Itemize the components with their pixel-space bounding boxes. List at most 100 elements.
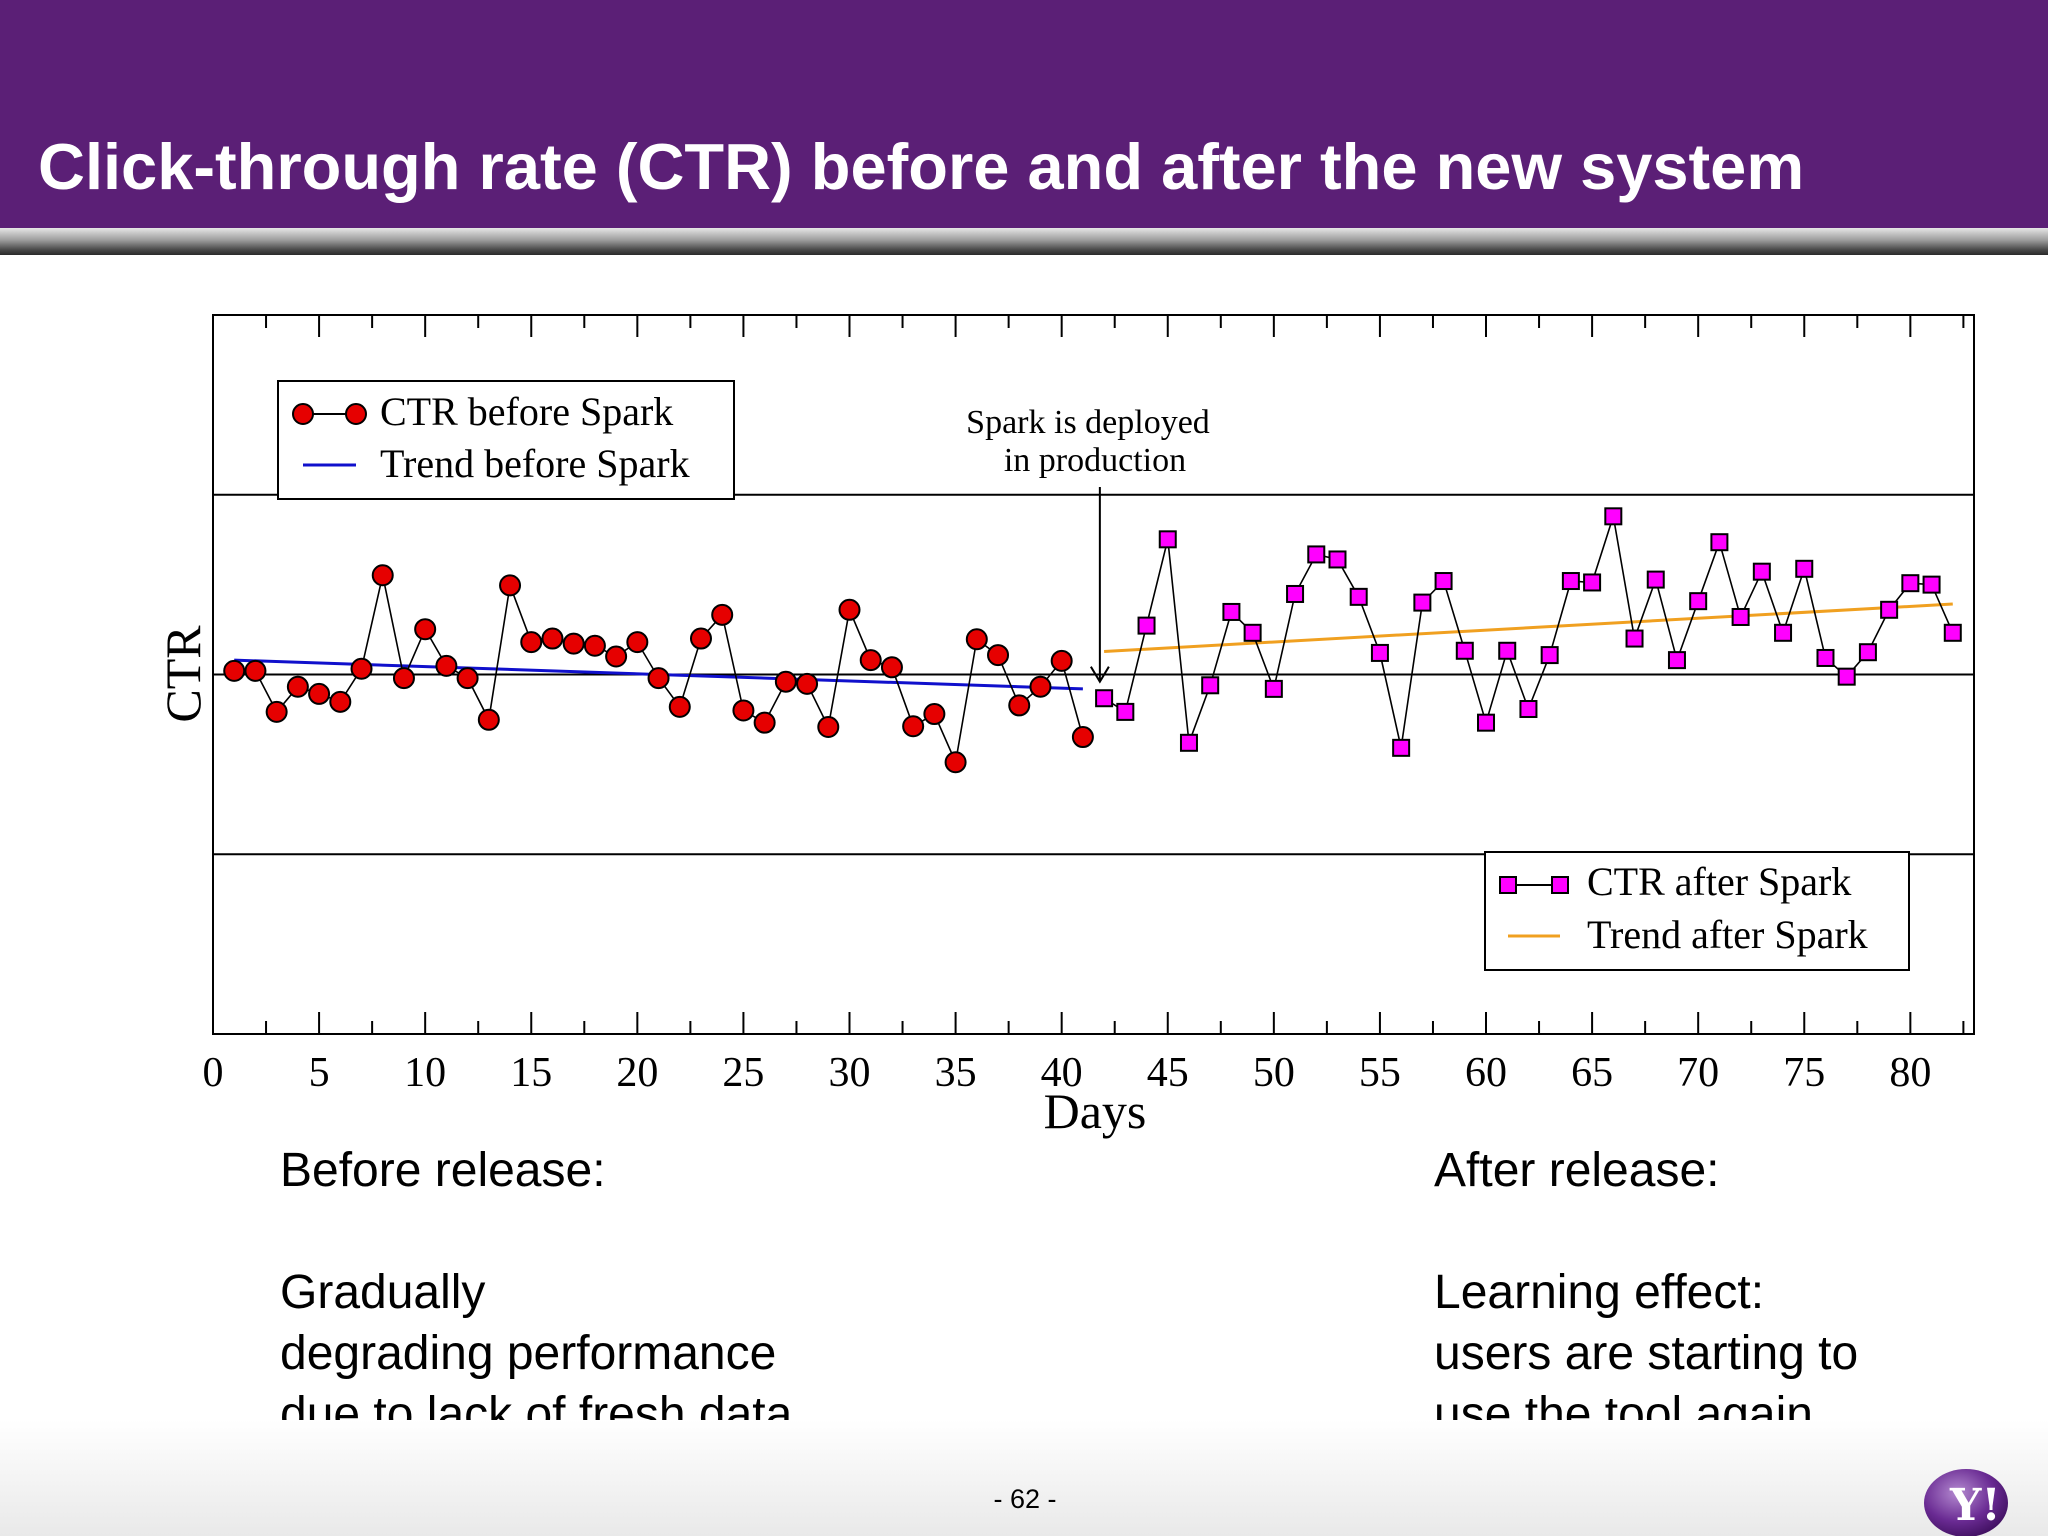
y-axis-label: CTR (155, 625, 211, 723)
ctr-after-spark-point-29 (1710, 533, 1729, 552)
ctr-chart: 0 5 10 15 20 25 30 35 40 45 50 55 60 65 70 75 80 Spark i… (155, 314, 1975, 1139)
ctr-before-spark-point-14 (520, 631, 543, 654)
ctr-after-spark-point-20 (1519, 700, 1538, 719)
ctr-after-spark-point-7 (1243, 623, 1262, 642)
x-tick-label: 15 (510, 1050, 552, 1096)
before-release-heading: Before release: (280, 1144, 606, 1197)
ctr-before-spark-point-10 (435, 654, 458, 677)
ctr-after-spark-point-10 (1307, 545, 1326, 564)
ctr-after-spark-point-26 (1646, 570, 1665, 589)
trend-after-spark-line (1104, 602, 1953, 653)
slide-footer (0, 1420, 2048, 1536)
ctr-before-spark-point-1 (244, 659, 267, 682)
plot-border (212, 314, 1975, 1035)
annotation-arrow-head (1090, 666, 1110, 684)
legend-before-label-trend: Trend before Spark (380, 441, 690, 486)
x-tick-label: 25 (722, 1050, 764, 1096)
after-release-heading: After release: (1434, 1144, 1720, 1197)
legend-before-label-ctr: CTR before Spark (380, 389, 673, 434)
ctr-before-spark-point-15 (541, 627, 564, 650)
ctr-after-spark-point-8 (1264, 679, 1283, 698)
legend-after-label-ctr: CTR after Spark (1587, 859, 1851, 904)
ctr-after-spark-point-23 (1583, 573, 1602, 592)
ctr-after-spark-point-5 (1201, 676, 1220, 695)
before-release-line-2: degrading performance (280, 1327, 777, 1380)
ctr-before-spark-point-36 (987, 644, 1010, 667)
x-tick-label: 30 (829, 1050, 871, 1096)
slide-title: Click-through rate (CTR) before and afte… (38, 130, 1805, 203)
legend-before: CTR before Spark Trend before Spark (277, 380, 735, 500)
x-tick-label: 75 (1783, 1050, 1825, 1096)
ctr-after-spark-point-18 (1477, 713, 1496, 732)
ctr-after-spark-point-21 (1540, 646, 1559, 665)
ctr-after-spark-point-35 (1837, 667, 1856, 686)
ctr-before-spark-point-5 (329, 690, 352, 713)
ctr-before-spark-point-2 (265, 700, 288, 723)
ctr-after-spark-point-38 (1901, 574, 1920, 593)
ctr-before-spark-point-32 (902, 715, 925, 738)
ctr-before-spark-point-25 (753, 711, 776, 734)
x-tick-label: 55 (1359, 1050, 1401, 1096)
axis-labels: Days CTR (155, 625, 1146, 1139)
ctr-after-spark-point-28 (1689, 592, 1708, 611)
ctr-before-spark-point-26 (774, 670, 797, 693)
ctr-before-spark-point-21 (668, 695, 691, 718)
ctr-after-spark-point-40 (1943, 623, 1962, 642)
ctr-after-spark-point-34 (1816, 648, 1835, 667)
legend-before-marker-2 (345, 403, 367, 425)
ctr-before-spark-point-31 (880, 656, 903, 679)
ctr-after-spark-point-33 (1795, 559, 1814, 578)
ctr-after-spark-point-32 (1774, 623, 1793, 642)
x-tick-label: 50 (1253, 1050, 1295, 1096)
x-tick-label: 35 (935, 1050, 977, 1096)
ctr-after-spark-point-9 (1286, 584, 1305, 603)
ctr-after-spark-point-31 (1752, 562, 1771, 581)
ctr-after-spark-point-3 (1158, 530, 1177, 549)
page-number: - 62 - (993, 1484, 1057, 1514)
ctr-after-spark-point-14 (1392, 738, 1411, 757)
trend-lines (234, 602, 1953, 691)
ctr-after-spark-point-11 (1328, 550, 1347, 569)
axis-ticks: 0 5 10 15 20 25 30 35 40 45 50 55 60 65 70 75 80 (203, 315, 1965, 1096)
x-tick-label: 20 (616, 1050, 658, 1096)
after-release-note: After release: Learning effect: users ar… (1434, 1140, 1858, 1445)
ctr-before-spark-point-40 (1071, 726, 1094, 749)
ctr-after-spark-point-27 (1667, 651, 1686, 670)
yahoo-logo-icon: Y! (1924, 1469, 2008, 1536)
before-release-note: Before release: Gradually degrading perf… (280, 1140, 792, 1445)
ctr-after-spark-point-6 (1222, 602, 1241, 621)
ctr-before-spark-point-8 (392, 667, 415, 690)
ctr-before-spark-point-6 (350, 657, 373, 680)
ctr-after-spark-point-4 (1179, 733, 1198, 752)
ctr-after-spark-point-30 (1731, 607, 1750, 626)
ctr-before-spark-point-30 (859, 649, 882, 672)
ctr-before-spark-point-35 (965, 628, 988, 651)
header-divider (0, 228, 2048, 255)
ctr-before-spark-point-4 (308, 682, 331, 705)
x-tick-label: 40 (1041, 1050, 1083, 1096)
deployment-annotation: Spark is deployed in production (966, 404, 1210, 684)
ctr-before-spark-point-23 (711, 603, 734, 626)
after-release-line-1: Learning effect: (1434, 1266, 1765, 1319)
ctr-before-spark-point-24 (732, 699, 755, 722)
ctr-before-spark-point-16 (562, 632, 585, 655)
annotation-text-line-1: Spark is deployed (966, 404, 1210, 441)
ctr-before-spark-point-7 (371, 564, 394, 587)
ctr-before-spark-point-22 (689, 627, 712, 650)
ctr-before-spark-point-28 (817, 715, 840, 738)
ctr-after-spark-point-25 (1625, 629, 1644, 648)
x-tick-label: 60 (1465, 1050, 1507, 1096)
ctr-before-spark-point-37 (1008, 694, 1031, 717)
ctr-before-spark-point-12 (477, 708, 500, 731)
ctr-after-spark-point-2 (1137, 616, 1156, 635)
legend-after-box (1484, 851, 1910, 971)
logo-badge (1924, 1469, 2008, 1536)
ctr-before-spark-point-9 (414, 618, 437, 641)
data-series (223, 507, 1962, 774)
after-release-line-2: users are starting to (1434, 1327, 1859, 1380)
x-tick-label: 0 (203, 1050, 224, 1096)
logo-wordmark: Y! (1949, 1480, 2001, 1531)
ctr-after-spark-point-19 (1498, 641, 1517, 660)
annotation-text-line-2: in production (1004, 442, 1186, 479)
ctr-before-spark-point-17 (583, 634, 606, 657)
